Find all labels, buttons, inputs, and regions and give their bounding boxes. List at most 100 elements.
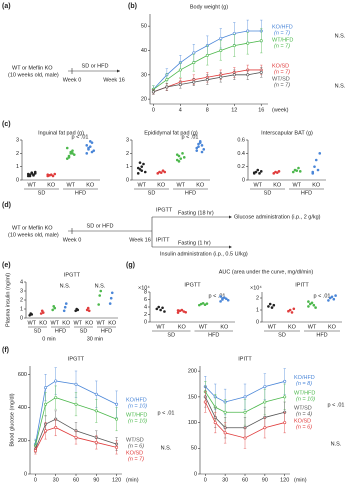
dot (224, 297, 228, 301)
legend-note: (n = 6) (128, 444, 144, 450)
legend-note: (n = 7) (274, 30, 290, 36)
panel-label: (e) (2, 262, 11, 269)
y-tick-label: 0 (24, 471, 27, 477)
legend-label: WT/SD (272, 76, 290, 82)
dot (136, 172, 140, 175)
y-tick-label: 2 (16, 151, 19, 157)
dot (252, 171, 256, 174)
arrow-head (229, 215, 232, 249)
diagram-text: Week 16 (129, 237, 151, 243)
annotation: p < .01 (72, 134, 89, 140)
dot (90, 150, 94, 154)
dot (290, 311, 294, 314)
legend-note: (n = 7) (274, 69, 290, 75)
point (219, 48, 223, 52)
x-tick-label: WT (96, 320, 105, 326)
point (94, 409, 98, 413)
y-tick-label: 0 (194, 471, 197, 477)
point (219, 36, 223, 40)
point (192, 51, 196, 55)
y-tick-label: 0 (242, 177, 245, 183)
supergroup-label: 0 min (42, 336, 55, 342)
point (246, 29, 250, 33)
dot (71, 152, 74, 155)
group-label: HFD (185, 190, 196, 196)
chart-title: Interscapular BAT (g) (261, 130, 313, 136)
y-tick-label: 1 (16, 164, 19, 170)
group-label: HFD (208, 332, 219, 338)
panel-label: (a) (2, 3, 11, 10)
dot (143, 170, 147, 174)
legend-label: WT/HFD (272, 37, 293, 43)
diagram-text: (10 weeks old, male) (8, 72, 59, 78)
point (44, 402, 48, 406)
x-tick-label: 120 (112, 477, 121, 483)
dot (310, 301, 314, 305)
dot (268, 302, 272, 306)
dot (314, 158, 318, 162)
x-tick-label: WT (50, 320, 59, 326)
x-tick-label: 8 (206, 107, 209, 113)
point (243, 410, 247, 414)
y-tick-label: 1 (20, 306, 23, 312)
group-label: HFD (316, 332, 327, 338)
legend-note: (n = 10) (128, 419, 147, 425)
point (54, 425, 58, 429)
y-tick-label: 2 (256, 295, 259, 301)
x-tick-label: KO (157, 182, 166, 188)
dot (318, 152, 322, 155)
dot (184, 310, 187, 314)
dot (33, 172, 37, 175)
point (178, 68, 182, 72)
legend-label: WT/HFD (294, 390, 315, 396)
group-label: SD (38, 190, 46, 196)
point (203, 400, 207, 404)
dot (87, 309, 91, 313)
y-tick-label: 4 (20, 279, 23, 285)
point (54, 379, 58, 383)
x-axis-label: (min) (294, 477, 307, 483)
annotation: N.S. (335, 33, 346, 39)
x-tick-label: WT (268, 324, 277, 330)
panel-label: (f) (2, 347, 9, 354)
axis (149, 14, 268, 105)
dot (330, 295, 334, 299)
dot (313, 165, 316, 168)
point (54, 396, 58, 400)
group-label: HFD (101, 328, 112, 334)
chart-title: Inguinal fat pad (g) (38, 130, 84, 136)
y-tick-label: 1 (126, 164, 129, 170)
group-label: HFD (301, 190, 312, 196)
dot (39, 312, 43, 315)
point (178, 83, 182, 87)
chart-title: IPGTT (68, 356, 85, 362)
dot (177, 160, 181, 163)
dot (314, 306, 317, 309)
dot (179, 157, 183, 160)
point (192, 80, 196, 84)
chart-suptitle: AUC (area under the curve, mg/dl/min) (219, 269, 314, 275)
series-line (205, 381, 285, 403)
dot (195, 146, 199, 150)
dot (226, 298, 230, 302)
dot (277, 170, 281, 173)
diagram-text: Week 0 (63, 77, 82, 83)
point (283, 395, 287, 399)
dot (53, 172, 57, 176)
dot (26, 172, 30, 176)
y-tick-label: 2 (144, 312, 147, 318)
point (223, 431, 227, 435)
legend-label: KO/SD (294, 419, 311, 425)
point (115, 445, 119, 449)
point (192, 61, 196, 65)
point (263, 426, 267, 430)
x-tick-label: KO (273, 182, 282, 188)
dot (297, 166, 300, 170)
point (151, 90, 155, 94)
diagram-text: IPGTT (156, 207, 173, 213)
x-tick-label: 0 (204, 477, 207, 483)
dot (62, 309, 66, 313)
legend-note: (n = 8) (296, 381, 312, 387)
